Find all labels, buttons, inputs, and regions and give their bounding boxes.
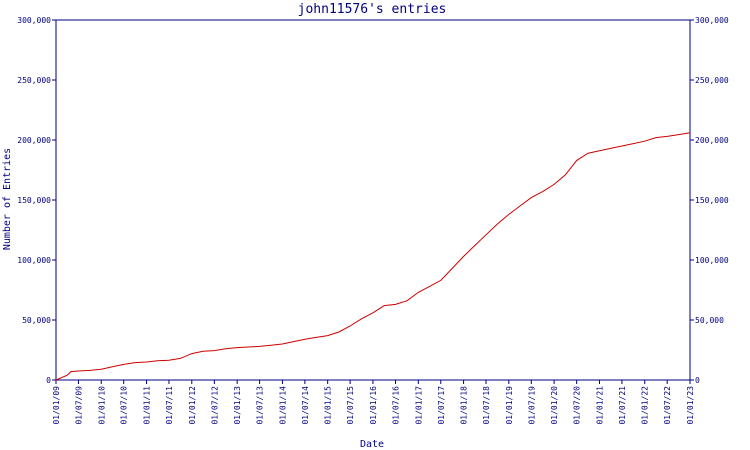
chart-title: john11576's entries [298, 2, 447, 17]
x-tick-label: 01/07/12 [210, 386, 219, 425]
x-tick-label: 01/01/16 [369, 386, 378, 425]
x-tick-label: 01/07/22 [663, 386, 672, 425]
x-tick-label: 01/01/19 [505, 386, 514, 425]
x-tick-label: 01/07/18 [482, 386, 491, 425]
x-axis-label: Date [360, 439, 384, 450]
y-tick-label-left: 0 [46, 376, 51, 385]
y-tick-label-right: 200,000 [695, 136, 729, 145]
y-tick-label-left: 200,000 [17, 136, 51, 145]
x-tick-label: 01/07/16 [392, 386, 401, 425]
x-axis-ticks: 01/01/09 01/07/09 01/01/10 01/07/10 01/01/11… [52, 380, 695, 425]
x-tick-label: 01/07/13 [256, 386, 265, 425]
x-tick-label: 01/07/17 [437, 386, 446, 425]
x-tick-label: 01/07/11 [165, 386, 174, 425]
y-tick-label-right: 300,000 [695, 16, 729, 25]
x-tick-label: 01/01/23 [686, 386, 695, 425]
x-tick-label: 01/01/18 [460, 386, 469, 425]
x-tick-label: 01/01/14 [278, 386, 287, 425]
x-tick-label: 01/01/15 [324, 386, 333, 425]
x-tick-label: 01/07/14 [301, 386, 310, 425]
x-tick-label: 01/01/20 [550, 386, 559, 425]
x-tick-label: 01/01/13 [233, 386, 242, 425]
y-tick-label-right: 50,000 [695, 316, 724, 325]
x-tick-label: 01/01/21 [595, 386, 604, 425]
y-tick-label-left: 100,000 [17, 256, 51, 265]
y-axis-ticks: 0 0 50,000 50,000 100,000 100,000 150,000 150,0… [17, 16, 729, 385]
y-tick-label-left: 50,000 [22, 316, 51, 325]
x-tick-label: 01/07/20 [573, 386, 582, 425]
x-tick-label: 01/07/10 [120, 386, 129, 425]
y-tick-label-right: 0 [695, 376, 700, 385]
y-tick-label-left: 250,000 [17, 76, 51, 85]
x-tick-label: 01/07/15 [346, 386, 355, 425]
x-tick-label: 01/01/10 [97, 386, 106, 425]
series-line [55, 132, 691, 381]
x-tick-label: 01/01/17 [414, 386, 423, 425]
y-axis-label: Number of Entries [2, 148, 13, 250]
y-tick-label-left: 300,000 [17, 16, 51, 25]
x-tick-label: 01/01/11 [143, 386, 152, 425]
y-tick-label-right: 100,000 [695, 256, 729, 265]
x-tick-label: 01/07/19 [527, 386, 536, 425]
y-tick-label-right: 150,000 [695, 196, 729, 205]
x-tick-label: 01/01/09 [52, 386, 61, 425]
x-tick-label: 01/07/09 [74, 386, 83, 425]
x-tick-label: 01/01/22 [641, 386, 650, 425]
x-tick-label: 01/07/21 [618, 386, 627, 425]
y-tick-label-right: 250,000 [695, 76, 729, 85]
x-tick-label: 01/01/12 [188, 386, 197, 425]
y-tick-label-left: 150,000 [17, 196, 51, 205]
